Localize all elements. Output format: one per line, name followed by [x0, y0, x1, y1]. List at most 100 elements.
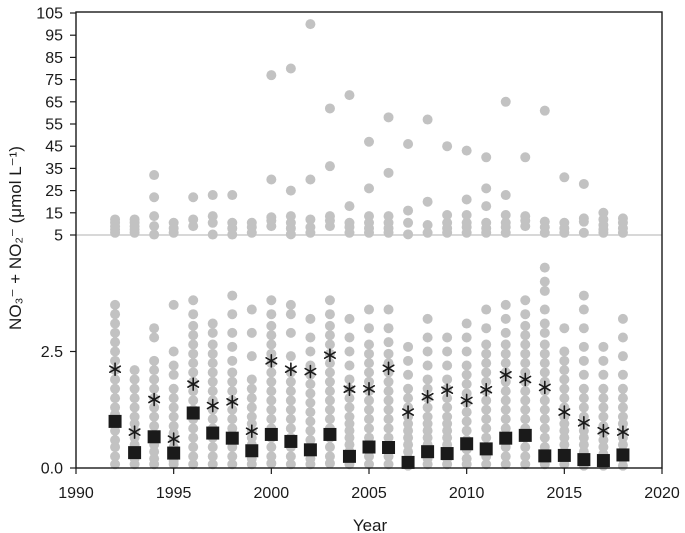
- data-point: [266, 451, 277, 462]
- data-point: [559, 217, 570, 228]
- data-point: [168, 402, 179, 413]
- asterisk-point: [187, 377, 200, 391]
- data-point: [578, 355, 589, 366]
- data-point: [442, 332, 453, 343]
- y-tick-label: 2.5: [41, 344, 63, 361]
- data-point: [617, 402, 628, 413]
- data-point: [383, 167, 394, 178]
- data-point: [188, 386, 199, 397]
- asterisk-stroke: [187, 380, 200, 388]
- data-point: [520, 339, 531, 350]
- data-point: [207, 451, 218, 462]
- data-point: [500, 376, 511, 387]
- data-point: [188, 423, 199, 434]
- data-point: [149, 211, 160, 222]
- data-point: [227, 423, 238, 434]
- data-point: [539, 105, 550, 116]
- square-point: [421, 445, 435, 459]
- asterisk-point: [538, 380, 551, 395]
- data-point: [422, 402, 433, 413]
- data-point: [364, 367, 374, 378]
- data-point: [149, 323, 160, 334]
- data-point: [461, 407, 472, 418]
- data-point: [364, 423, 374, 434]
- data-point: [539, 423, 550, 434]
- data-point: [149, 192, 160, 203]
- data-point: [149, 446, 160, 457]
- data-point: [383, 459, 394, 470]
- x-tick-label: 1990: [58, 485, 94, 502]
- x-tick-label: 2005: [351, 485, 387, 502]
- data-point: [500, 459, 511, 470]
- data-point: [266, 414, 277, 425]
- data-point: [539, 367, 550, 378]
- data-point: [188, 451, 199, 462]
- data-point: [266, 320, 277, 331]
- data-point: [559, 346, 570, 357]
- data-point: [110, 337, 121, 348]
- y-tick-label: 25: [45, 183, 63, 200]
- data-point: [110, 355, 121, 366]
- data-point: [559, 439, 570, 450]
- data-point: [285, 423, 296, 434]
- asterisk-point: [382, 361, 395, 376]
- data-point: [383, 211, 394, 222]
- data-point: [422, 383, 433, 394]
- asterisk-point: [441, 383, 454, 397]
- data-point: [520, 451, 531, 462]
- data-point: [364, 183, 374, 194]
- square-point: [616, 448, 630, 462]
- data-point: [364, 348, 374, 359]
- data-point: [598, 341, 609, 352]
- data-point: [422, 425, 433, 436]
- asterisk-point: [206, 398, 219, 413]
- asterisk-point: [245, 424, 258, 438]
- data-point: [110, 442, 121, 453]
- data-point: [442, 360, 453, 371]
- data-point: [285, 299, 296, 310]
- data-point: [110, 435, 121, 446]
- data-point: [520, 211, 531, 222]
- asterisk-stroke: [128, 428, 141, 436]
- data-point: [168, 393, 179, 404]
- data-point: [188, 367, 199, 378]
- data-point: [207, 190, 218, 201]
- data-point: [149, 383, 160, 394]
- data-point: [227, 376, 238, 387]
- data-point: [578, 383, 589, 394]
- data-point: [364, 432, 374, 443]
- data-point: [188, 395, 199, 406]
- data-point: [461, 416, 472, 427]
- asterisk-stroke: [323, 351, 336, 360]
- data-point: [500, 339, 511, 350]
- data-point: [149, 402, 160, 413]
- data-point: [305, 397, 316, 408]
- y-axis-title: NO₃⁻ + NO₂⁻ (μmol L⁻¹): [6, 146, 25, 330]
- data-point: [188, 358, 199, 369]
- data-point: [422, 220, 433, 231]
- data-point: [442, 346, 453, 357]
- square-point: [499, 431, 513, 445]
- asterisk-point: [402, 405, 415, 419]
- data-point: [617, 383, 628, 394]
- data-point: [266, 367, 277, 378]
- data-point: [403, 418, 414, 429]
- data-point: [168, 299, 179, 310]
- data-point: [305, 416, 316, 427]
- data-point: [188, 214, 199, 225]
- y-tick-label: 5: [54, 228, 63, 245]
- data-point: [149, 365, 160, 376]
- data-point: [227, 217, 238, 228]
- data-point: [266, 376, 277, 387]
- data-point: [227, 290, 238, 301]
- data-point: [422, 360, 433, 371]
- data-point: [403, 229, 414, 240]
- data-point: [617, 393, 628, 404]
- data-point: [207, 211, 218, 222]
- data-point: [227, 341, 238, 352]
- data-point: [481, 414, 492, 425]
- data-point: [442, 210, 453, 221]
- data-point: [539, 318, 550, 329]
- data-point: [617, 411, 628, 422]
